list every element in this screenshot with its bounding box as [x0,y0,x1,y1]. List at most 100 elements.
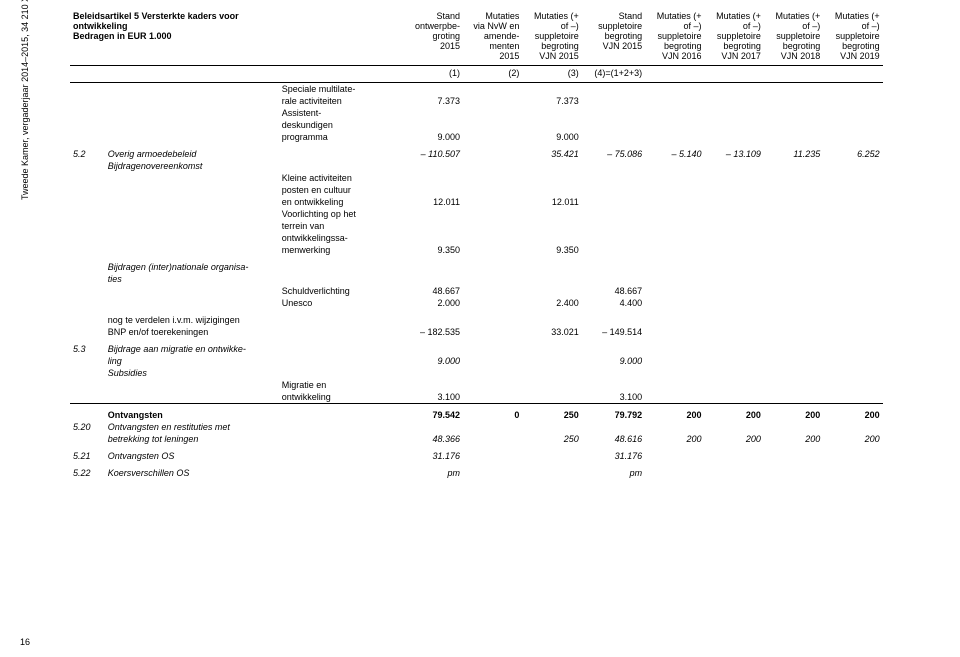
budget-table: Beleidsartikel 5 Versterkte kaders vooro… [70,10,942,479]
table-row: ontwikkeling3.1003.100 [70,391,942,404]
cell [70,95,105,107]
cell [705,391,764,404]
cell [645,232,704,244]
cell [823,326,882,338]
cell: 200 [823,433,882,445]
cell [463,391,522,404]
cell [764,355,823,367]
cell: 48.667 [402,285,463,297]
cell: 79.542 [402,404,463,422]
cell [582,273,645,285]
cell [823,285,882,297]
cell [463,184,522,196]
table-row: 5.3Bijdrage aan migratie en ontwikke- [70,338,942,355]
cell [645,367,704,379]
cell: 250 [522,404,581,422]
cell [463,143,522,160]
cell [105,379,279,391]
table-row: deskundigen [70,119,942,131]
cell [764,220,823,232]
cell: 250 [522,433,581,445]
cell [705,172,764,184]
cell [105,391,279,404]
cell [764,232,823,244]
cell [764,131,823,143]
cell: 48.366 [402,433,463,445]
cell: Bijdrage aan migratie en ontwikke- [105,338,279,355]
cell [402,208,463,220]
cell: 2.000 [402,297,463,309]
cell [645,95,704,107]
cell [645,355,704,367]
cell [705,445,764,462]
cell [463,172,522,184]
cell: programma [279,131,402,143]
cell [402,172,463,184]
cell [705,160,764,172]
cell [582,83,645,96]
cell [764,172,823,184]
cell [70,184,105,196]
cell [279,143,402,160]
cell [705,131,764,143]
cell [823,297,882,309]
cell: ling [105,355,279,367]
cell: 200 [705,404,764,422]
cell [463,309,522,326]
table-row: rale activiteiten7.3737.373 [70,95,942,107]
cell [70,172,105,184]
cell: 5.3 [70,338,105,355]
cell [645,309,704,326]
cell [402,119,463,131]
cell [70,107,105,119]
cell [105,184,279,196]
cell [582,107,645,119]
cell [645,421,704,433]
cell [764,83,823,96]
cell [582,244,645,256]
table-row: Bijdragenovereenkomst [70,160,942,172]
cell [582,184,645,196]
header-colnum: (3) [522,66,581,83]
cell [705,107,764,119]
cell [764,421,823,433]
cell [522,107,581,119]
cell: Overig armoedebeleid [105,143,279,160]
header-colnum [764,66,823,83]
cell [522,338,581,355]
cell [823,172,882,184]
cell: 9.000 [402,131,463,143]
cell: 33.021 [522,326,581,338]
cell [705,196,764,208]
cell [522,256,581,273]
cell [70,326,105,338]
cell [522,208,581,220]
cell: ontwikkeling [279,391,402,404]
cell [823,184,882,196]
cell [705,355,764,367]
cell: Koersverschillen OS [105,462,279,479]
cell [522,421,581,433]
cell [463,273,522,285]
table-row: 5.20Ontvangsten en restituties met [70,421,942,433]
cell [645,244,704,256]
cell [105,95,279,107]
cell [645,462,704,479]
cell [823,391,882,404]
cell [705,244,764,256]
cell: 200 [645,433,704,445]
cell [70,297,105,309]
cell [70,273,105,285]
table-row: 5.2Overig armoedebeleid– 110.50735.421– … [70,143,942,160]
cell [463,196,522,208]
cell [402,421,463,433]
cell [70,119,105,131]
cell [764,391,823,404]
cell [279,326,402,338]
cell: 79.792 [582,404,645,422]
cell: – 110.507 [402,143,463,160]
table-row: programma9.0009.000 [70,131,942,143]
cell [70,367,105,379]
cell [463,462,522,479]
cell: – 13.109 [705,143,764,160]
